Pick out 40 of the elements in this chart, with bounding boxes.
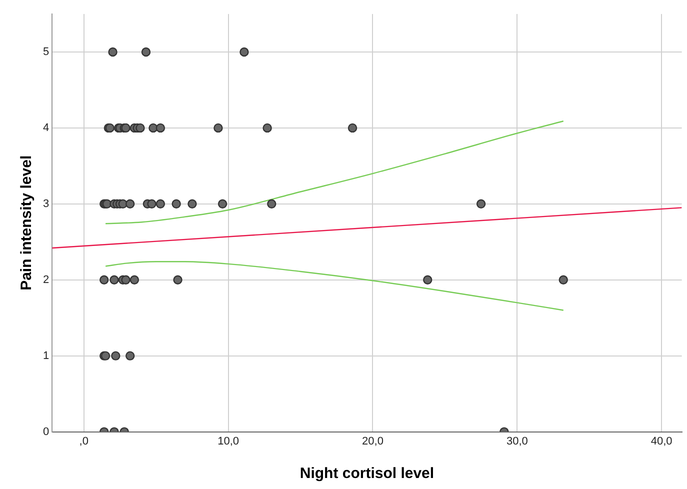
y-tick-label: 5 bbox=[42, 46, 50, 58]
point bbox=[173, 275, 182, 284]
x-tick-label: 20,0 bbox=[362, 435, 384, 448]
x-tick-label: 30,0 bbox=[506, 435, 528, 448]
point bbox=[110, 275, 119, 284]
point bbox=[121, 275, 130, 284]
point bbox=[558, 275, 568, 284]
point bbox=[130, 275, 140, 284]
y-tick-label: 0 bbox=[42, 426, 50, 438]
x-tick-label: 10,0 bbox=[218, 435, 240, 448]
point bbox=[267, 199, 276, 209]
y-tick-label: 2 bbox=[42, 274, 50, 286]
x-tick-label: ,0 bbox=[79, 435, 88, 448]
point bbox=[423, 275, 432, 284]
y-axis-title: Pain intensity level bbox=[18, 155, 36, 290]
line-series bbox=[104, 261, 564, 311]
point bbox=[214, 123, 223, 133]
line-series bbox=[104, 120, 564, 224]
y-tick-label: 3 bbox=[42, 198, 50, 210]
point bbox=[348, 123, 358, 133]
point bbox=[156, 123, 166, 133]
point bbox=[240, 47, 249, 57]
point bbox=[108, 47, 118, 57]
point bbox=[100, 275, 109, 284]
y-tick-label: 4 bbox=[42, 122, 50, 134]
x-axis-title: Night cortisol level bbox=[300, 465, 434, 482]
x-tick-label: 40,0 bbox=[650, 435, 672, 448]
point bbox=[111, 351, 120, 360]
point bbox=[147, 199, 156, 209]
point bbox=[136, 123, 145, 133]
point bbox=[218, 199, 228, 209]
point bbox=[262, 123, 272, 133]
point bbox=[156, 199, 166, 209]
point bbox=[476, 199, 486, 209]
point bbox=[126, 351, 135, 360]
point bbox=[126, 199, 135, 209]
point bbox=[188, 199, 197, 209]
y-tick-label: 1 bbox=[42, 350, 50, 362]
point bbox=[141, 47, 151, 57]
point bbox=[172, 199, 181, 209]
